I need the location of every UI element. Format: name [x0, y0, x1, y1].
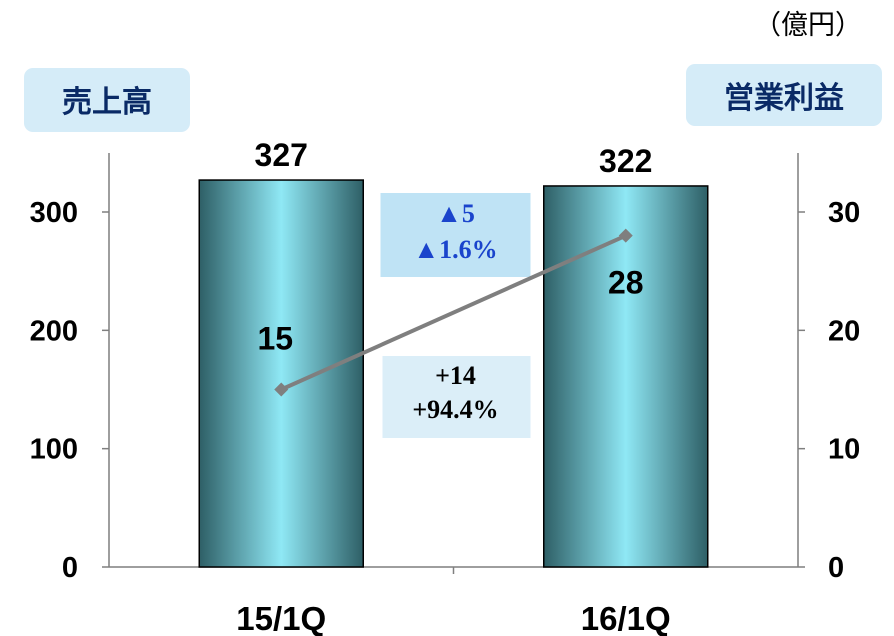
sales-bar: [198, 179, 364, 568]
left-axis-title-box: 売上高: [24, 68, 190, 132]
sales-data-label: 327: [255, 137, 308, 173]
profit-point: [274, 382, 289, 397]
sales-bar: [543, 185, 709, 568]
left-tick-label: 0: [62, 552, 78, 584]
right-tick-label: 0: [828, 552, 844, 584]
profit-data-label: 15: [257, 321, 293, 357]
left-tick-label: 300: [30, 197, 78, 229]
unit-label: （億円）: [754, 10, 862, 41]
profit-data-label: 28: [608, 265, 644, 301]
profit-point: [618, 228, 633, 243]
profit-line: [280, 233, 627, 392]
right-axis-title: 営業利益: [724, 81, 844, 116]
right-tick-label: 20: [828, 315, 860, 347]
x-tick-label: 16/1Q: [581, 600, 671, 636]
profit-change-text: +94.4%: [412, 395, 498, 424]
sales-change-text: ▲1.6%: [413, 235, 497, 264]
left-tick-label: 200: [30, 315, 78, 347]
right-tick-label: 10: [828, 434, 860, 466]
x-tick-label: 15/1Q: [236, 600, 326, 636]
sales-change-box: [380, 193, 531, 277]
left-tick-label: 100: [30, 434, 78, 466]
sales-data-label: 322: [599, 143, 652, 179]
right-axis-title-box: 営業利益: [686, 64, 882, 126]
left-axis-title: 売上高: [62, 85, 152, 120]
profit-change-box: [382, 356, 531, 438]
sales-change-text: ▲5: [436, 199, 475, 228]
right-tick-label: 30: [828, 197, 860, 229]
profit-change-text: +14: [435, 361, 476, 390]
